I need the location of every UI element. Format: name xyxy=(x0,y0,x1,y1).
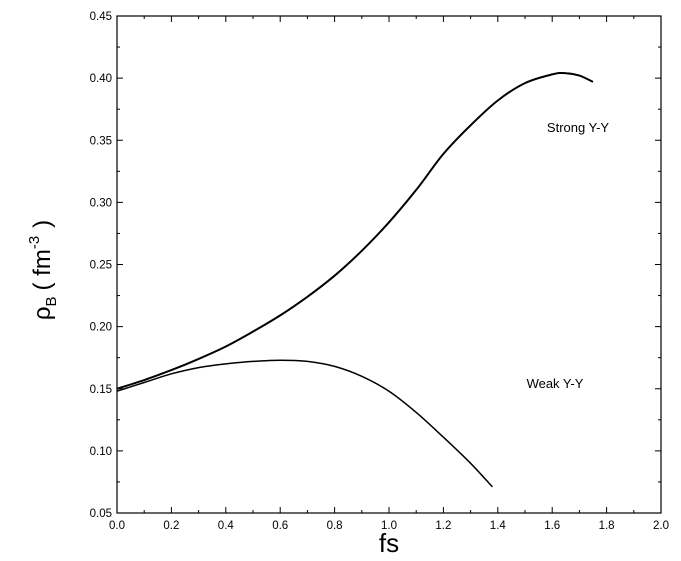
y-axis-sup: -3 xyxy=(26,236,43,249)
series-line-weak xyxy=(116,359,493,488)
x-tick-labels: 0.0 0.2 0.4 0.6 0.8 1.0 1.2 1.4 1.6 1.8 2.0 xyxy=(109,520,669,532)
x-tick-label: 1.8 xyxy=(599,520,615,532)
y-tick-label: 0.40 xyxy=(90,73,112,85)
x-tick-label: 2.0 xyxy=(653,520,669,532)
annotation-weak: Weak Y-Y xyxy=(527,376,584,391)
y-tick-label: 0.10 xyxy=(90,446,112,458)
y-axis-open: ( fm xyxy=(29,249,56,290)
y-tick-label: 0.45 xyxy=(90,11,112,23)
y-tick-label: 0.05 xyxy=(90,508,112,520)
y-tick-label: 0.20 xyxy=(90,322,112,334)
x-tick-label: 1.6 xyxy=(544,520,560,532)
x-tick-label: 1.0 xyxy=(381,520,397,532)
x-tick-label: 1.2 xyxy=(435,520,451,532)
annotation-strong: Strong Y-Y xyxy=(547,120,609,135)
x-tick-label: 0.2 xyxy=(163,520,179,532)
x-tick-label: 0.4 xyxy=(218,520,235,532)
y-tick-label: 0.25 xyxy=(90,260,112,272)
x-tick-label: 1.4 xyxy=(490,520,507,532)
plot-frame xyxy=(116,15,662,514)
y-axis-title: ρB ( fm-3) xyxy=(26,220,60,320)
y-tick-label: 0.35 xyxy=(90,135,112,147)
y-axis-sub: B xyxy=(43,297,60,307)
x-tick-label: 0.8 xyxy=(327,520,343,532)
y-tick-label: 0.30 xyxy=(90,197,112,209)
x-tick-label: 0.0 xyxy=(109,520,125,532)
series-lines xyxy=(116,71,594,488)
axis-ticks xyxy=(116,15,662,514)
y-axis-rho: ρ xyxy=(29,307,56,321)
series-line-strong xyxy=(116,71,594,390)
y-tick-label: 0.15 xyxy=(90,384,112,396)
y-axis-close: ) xyxy=(29,220,56,228)
x-axis-title: fs xyxy=(379,528,399,558)
y-tick-labels: 0.05 0.10 0.15 0.20 0.25 0.30 0.35 0.40 0.45 xyxy=(90,11,112,520)
x-tick-label: 0.6 xyxy=(272,520,288,532)
